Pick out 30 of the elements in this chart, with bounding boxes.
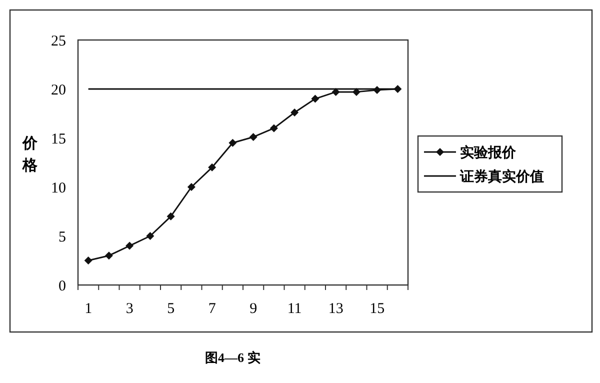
y-tick-label: 25 — [51, 33, 66, 50]
point — [228, 138, 237, 147]
point — [249, 133, 258, 142]
y-tick-label: 0 — [58, 278, 66, 294]
x-tick-label: 7 — [208, 301, 216, 317]
point — [84, 256, 92, 264]
y-tick-label: 5 — [58, 229, 66, 246]
point — [311, 94, 320, 103]
point — [187, 183, 196, 191]
point — [146, 232, 154, 240]
y-tick-label: 20 — [51, 82, 66, 98]
point — [290, 108, 299, 117]
x-tick-label: 11 — [287, 301, 302, 317]
x-tick-label: 1 — [84, 301, 92, 317]
legend-label: 实验报价 — [460, 144, 517, 161]
x-tick-label: 15 — [370, 301, 385, 317]
point — [208, 163, 216, 172]
legend-label: 证券真实价值 — [459, 168, 544, 185]
x-tick-label: 5 — [167, 301, 175, 317]
y-tick-label: 10 — [51, 180, 66, 196]
point — [270, 124, 278, 132]
point — [166, 212, 175, 220]
x-tick-label: 13 — [328, 301, 344, 317]
x-tick-label: 3 — [126, 301, 134, 317]
point — [104, 252, 113, 260]
caption: 图4—6 实 — [205, 350, 260, 365]
x-tick-label: 9 — [250, 301, 258, 317]
y-tick-label: 15 — [51, 131, 66, 148]
point — [126, 242, 134, 250]
y-axis-title: 价格 — [22, 135, 38, 174]
